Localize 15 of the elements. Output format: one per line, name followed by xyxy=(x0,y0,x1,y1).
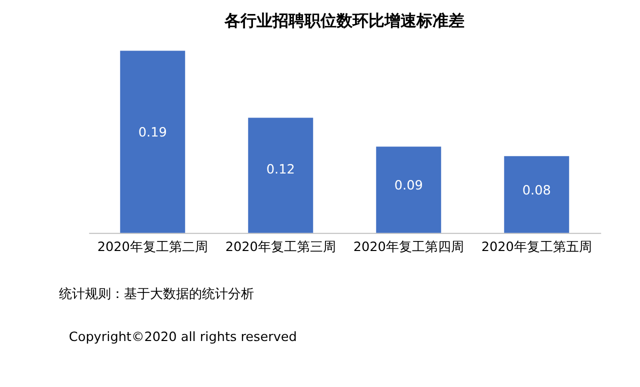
data-label: 0.08 xyxy=(522,184,551,199)
data-label: 0.12 xyxy=(266,162,295,178)
x-tick-label: 2020年复工第二周 xyxy=(97,240,208,256)
bar xyxy=(248,118,314,233)
text: Copyright©2020 all rights reserved xyxy=(68,330,297,346)
x-tick-label: 2020年复工第四周 xyxy=(353,240,464,256)
text: 统计规则：基于大数据的统计分析 xyxy=(59,286,254,302)
data-label: 0.19 xyxy=(138,126,167,141)
data-label: 0.09 xyxy=(394,178,423,194)
x-tick-label: 2020年复工第五周 xyxy=(481,240,592,256)
bar xyxy=(376,146,442,233)
bar xyxy=(120,50,186,233)
x-tick-label: 2020年复工第三周 xyxy=(225,240,336,256)
bar xyxy=(504,156,570,233)
chart-title: 各行业招聘职位数环比增速标准差 xyxy=(224,11,465,30)
